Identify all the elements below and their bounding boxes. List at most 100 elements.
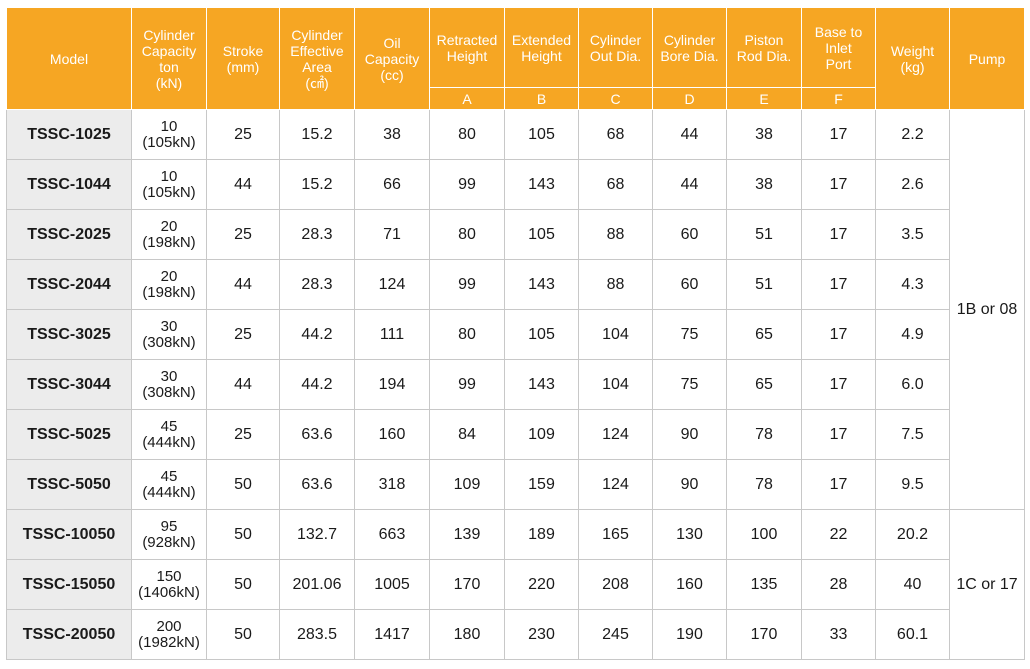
stroke-cell: 50 bbox=[206, 509, 280, 560]
capacity-kn: (444kN) bbox=[142, 483, 196, 501]
weight-cell: 60.1 bbox=[875, 609, 950, 660]
retracted-cell: 84 bbox=[429, 409, 505, 460]
table-row: TSSC-1025 10 (105kN) 25 15.2 38 80 105 68 44 38 17 2… bbox=[6, 109, 1025, 510]
oil-cell: 1005 bbox=[354, 559, 430, 610]
header-letter-a: A bbox=[429, 87, 505, 110]
weight-cell: 6.0 bbox=[875, 359, 950, 410]
bore-dia-cell: 90 bbox=[652, 409, 727, 460]
header-line: Cylinder bbox=[589, 31, 642, 48]
table-row: TSSC-3025 30 (308kN) 25 44.2 111 80 105 104 75 65 1… bbox=[6, 309, 1025, 360]
header-line: Extended bbox=[511, 31, 572, 48]
table-row: TSSC-1044 10 (105kN) 44 15.2 66 99 143 68 44 38 17 2… bbox=[6, 159, 1025, 210]
capacity-cell: 30 (308kN) bbox=[131, 359, 207, 410]
weight-cell: 40 bbox=[875, 559, 950, 610]
table-row: TSSC-10050 95 (928kN) 50 132.7 663 139 189 165 13… bbox=[6, 509, 1025, 660]
header-line: (mm) bbox=[226, 58, 260, 75]
area-cell: 201.06 bbox=[279, 559, 355, 610]
weight-cell: 9.5 bbox=[875, 459, 950, 510]
stroke-cell: 44 bbox=[206, 259, 280, 310]
area-cell: 44.2 bbox=[279, 359, 355, 410]
area-cell: 63.6 bbox=[279, 409, 355, 460]
capacity-ton: 10 bbox=[160, 167, 178, 185]
rod-dia-cell: 170 bbox=[726, 609, 802, 660]
oil-cell: 318 bbox=[354, 459, 430, 510]
out-dia-cell: 124 bbox=[578, 409, 653, 460]
header-bore-dia: Cylinder Bore Dia. bbox=[652, 7, 727, 88]
pump-cell: 1C or 17 bbox=[949, 509, 1025, 660]
model-cell: TSSC-3025 bbox=[6, 309, 132, 360]
header-line: Out Dia. bbox=[589, 47, 642, 64]
table-body: TSSC-1025 10 (105kN) 25 15.2 38 80 105 68 44 38 17 2… bbox=[6, 109, 1025, 660]
capacity-cell: 200 (1982kN) bbox=[131, 609, 207, 660]
capacity-kn: (198kN) bbox=[142, 283, 196, 301]
table-row: TSSC-15050 150 (1406kN) 50 201.06 1005 170 220 2… bbox=[6, 559, 1025, 610]
model-cell: TSSC-20050 bbox=[6, 609, 132, 660]
stroke-cell: 25 bbox=[206, 109, 280, 160]
capacity-ton: 95 bbox=[160, 517, 178, 535]
out-dia-cell: 104 bbox=[578, 359, 653, 410]
weight-cell: 20.2 bbox=[875, 509, 950, 560]
base-inlet-cell: 17 bbox=[801, 309, 876, 360]
header-line: Base to bbox=[814, 23, 863, 40]
oil-cell: 194 bbox=[354, 359, 430, 410]
header-base-inlet: Base to Inlet Port bbox=[801, 7, 876, 88]
oil-cell: 66 bbox=[354, 159, 430, 210]
capacity-ton: 10 bbox=[160, 117, 178, 135]
stroke-cell: 50 bbox=[206, 559, 280, 610]
extended-cell: 105 bbox=[504, 209, 579, 260]
retracted-cell: 139 bbox=[429, 509, 505, 560]
rod-dia-cell: 78 bbox=[726, 409, 802, 460]
retracted-cell: 109 bbox=[429, 459, 505, 510]
header-weight: Weight (kg) bbox=[875, 7, 950, 110]
area-cell: 15.2 bbox=[279, 109, 355, 160]
table-row: TSSC-5025 45 (444kN) 25 63.6 160 84 109 124 90 78 1… bbox=[6, 409, 1025, 460]
extended-cell: 230 bbox=[504, 609, 579, 660]
capacity-kn: (1406kN) bbox=[138, 583, 200, 601]
extended-cell: 105 bbox=[504, 109, 579, 160]
cylinder-spec-table: Model Cylinder Capacity ton (kN) Stroke (mm)… bbox=[6, 7, 1025, 660]
capacity-ton: 200 bbox=[156, 617, 182, 635]
header-line: Rod Dia. bbox=[736, 47, 792, 64]
bore-dia-cell: 60 bbox=[652, 209, 727, 260]
header-line: Cylinder bbox=[291, 26, 343, 43]
extended-cell: 105 bbox=[504, 309, 579, 360]
header-line: Cylinder bbox=[143, 26, 195, 43]
table-row: TSSC-2025 20 (198kN) 25 28.3 71 80 105 88 60 51 17 3… bbox=[6, 209, 1025, 260]
retracted-cell: 170 bbox=[429, 559, 505, 610]
out-dia-cell: 88 bbox=[578, 259, 653, 310]
extended-cell: 143 bbox=[504, 259, 579, 310]
header-extended-height: Extended Height bbox=[504, 7, 579, 88]
stroke-cell: 50 bbox=[206, 459, 280, 510]
capacity-kn: (105kN) bbox=[142, 183, 196, 201]
capacity-kn: (308kN) bbox=[142, 383, 196, 401]
base-inlet-cell: 17 bbox=[801, 209, 876, 260]
base-inlet-cell: 17 bbox=[801, 159, 876, 210]
header-line: Inlet bbox=[825, 39, 852, 56]
out-dia-cell: 104 bbox=[578, 309, 653, 360]
model-cell: TSSC-5025 bbox=[6, 409, 132, 460]
retracted-cell: 180 bbox=[429, 609, 505, 660]
header-retracted-height: Retracted Height bbox=[429, 7, 505, 88]
capacity-cell: 45 (444kN) bbox=[131, 459, 207, 510]
table-header: Model Cylinder Capacity ton (kN) Stroke (mm)… bbox=[6, 7, 1025, 110]
header-pump: Pump bbox=[949, 7, 1025, 110]
area-cell: 283.5 bbox=[279, 609, 355, 660]
header-rod-dia: Piston Rod Dia. bbox=[726, 7, 802, 88]
model-cell: TSSC-1044 bbox=[6, 159, 132, 210]
capacity-ton: 45 bbox=[160, 467, 178, 485]
header-line: Area bbox=[302, 58, 332, 75]
oil-cell: 663 bbox=[354, 509, 430, 560]
base-inlet-cell: 17 bbox=[801, 459, 876, 510]
retracted-cell: 80 bbox=[429, 209, 505, 260]
header-line: Cylinder bbox=[663, 31, 716, 48]
bore-dia-cell: 75 bbox=[652, 309, 727, 360]
capacity-ton: 30 bbox=[160, 317, 178, 335]
weight-cell: 3.5 bbox=[875, 209, 950, 260]
header-letter-b: B bbox=[504, 87, 579, 110]
extended-cell: 143 bbox=[504, 159, 579, 210]
rod-dia-cell: 135 bbox=[726, 559, 802, 610]
header-letter-f: F bbox=[801, 87, 876, 110]
out-dia-cell: 245 bbox=[578, 609, 653, 660]
model-cell: TSSC-1025 bbox=[6, 109, 132, 160]
capacity-ton: 20 bbox=[160, 217, 178, 235]
